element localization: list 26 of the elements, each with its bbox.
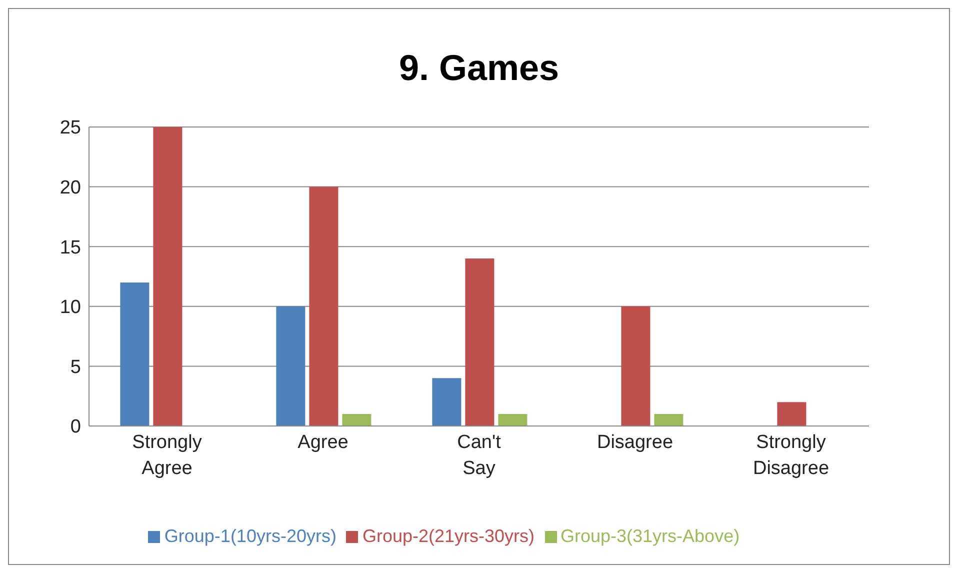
bar xyxy=(465,258,494,426)
y-tick-label: 0 xyxy=(70,416,81,438)
legend-label: Group-3(31yrs-Above) xyxy=(560,526,740,546)
y-tick-label: 5 xyxy=(70,356,81,378)
x-tick-label: Can't Say xyxy=(457,432,502,479)
bar xyxy=(621,306,650,426)
legend-label: Group-2(21yrs-30yrs) xyxy=(362,526,534,546)
y-tick-label: 10 xyxy=(60,297,81,318)
x-tick-label: Strongly Agree xyxy=(132,432,202,479)
bar xyxy=(777,402,806,426)
bar xyxy=(153,127,182,426)
bar xyxy=(276,306,306,426)
bar xyxy=(120,282,150,426)
chart-title: 9. Games xyxy=(398,47,560,90)
x-tick-label: Agree xyxy=(298,432,348,453)
bar xyxy=(342,414,372,426)
bar xyxy=(432,378,462,426)
y-tick-label: 25 xyxy=(60,118,81,139)
y-tick-label: 15 xyxy=(60,237,81,258)
bar xyxy=(309,186,338,426)
x-tick-label: Disagree xyxy=(596,432,674,453)
bar xyxy=(654,414,684,426)
x-tick-label: Strongly Disagree xyxy=(752,432,830,479)
bar xyxy=(498,414,528,426)
legend-label: Group-1(10yrs-20yrs) xyxy=(164,526,336,546)
y-tick-label: 20 xyxy=(60,178,81,199)
